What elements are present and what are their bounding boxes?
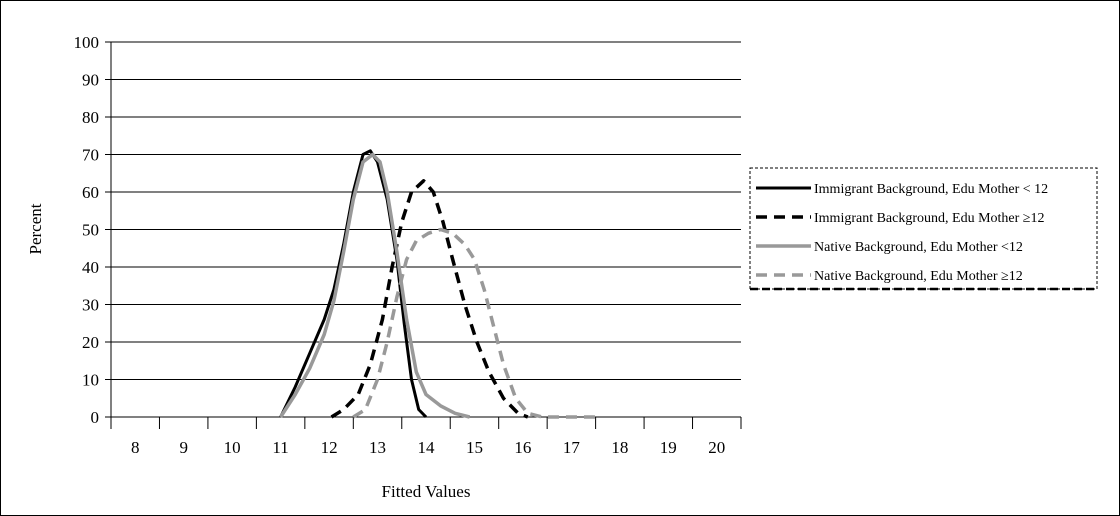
x-tick-labels: 8 9 10 11 12 13 14 15 16 17 18 19 20 — [131, 438, 725, 457]
x-tick-label-13: 13 — [369, 438, 386, 457]
y-tick-label-30: 30 — [82, 296, 99, 315]
y-tick-label-10: 10 — [82, 371, 99, 390]
x-tick-label-20: 20 — [708, 438, 725, 457]
series-line-1 — [279, 149, 428, 419]
legend-label-3: Native Background, Edu Mother <12 — [814, 240, 1023, 255]
y-tick-label-90: 90 — [82, 71, 99, 90]
y-tick-labels: 0 10 20 30 40 50 60 70 80 90 100 — [74, 33, 100, 427]
legend-label-4: Native Background, Edu Mother ≥12 — [814, 269, 1023, 284]
legend-label-2: Immigrant Background, Edu Mother ≥12 — [814, 211, 1044, 226]
series-lines — [279, 149, 596, 419]
x-tick-label-11: 11 — [272, 438, 288, 457]
x-tick-label-16: 16 — [514, 438, 531, 457]
x-tick-label-18: 18 — [611, 438, 628, 457]
gridlines — [111, 41, 741, 380]
x-tick-label-12: 12 — [321, 438, 338, 457]
x-tick-label-15: 15 — [466, 438, 483, 457]
y-tick-label-50: 50 — [82, 221, 99, 240]
y-tick-label-80: 80 — [82, 108, 99, 127]
x-axis-title: Fitted Values — [382, 482, 471, 501]
y-tick-label-0: 0 — [91, 408, 100, 427]
y-tick-label-100: 100 — [74, 33, 100, 52]
y-tick-label-70: 70 — [82, 146, 99, 165]
legend: Immigrant Background, Edu Mother < 12 Imm… — [749, 167, 1098, 291]
x-tick-label-17: 17 — [563, 438, 581, 457]
y-tick-label-20: 20 — [82, 333, 99, 352]
x-tick-label-10: 10 — [224, 438, 241, 457]
series-line-3 — [279, 152, 471, 419]
series-line-2 — [330, 179, 529, 419]
legend-label-1: Immigrant Background, Edu Mother < 12 — [814, 182, 1048, 197]
series-line-4 — [352, 227, 596, 419]
x-tick-label-8: 8 — [131, 438, 140, 457]
y-tick-label-40: 40 — [82, 258, 99, 277]
x-tick-label-9: 9 — [179, 438, 188, 457]
x-tick-label-14: 14 — [418, 438, 436, 457]
x-tick-label-19: 19 — [660, 438, 677, 457]
y-tick-label-60: 60 — [82, 183, 99, 202]
y-axis-title: Percent — [26, 203, 45, 254]
